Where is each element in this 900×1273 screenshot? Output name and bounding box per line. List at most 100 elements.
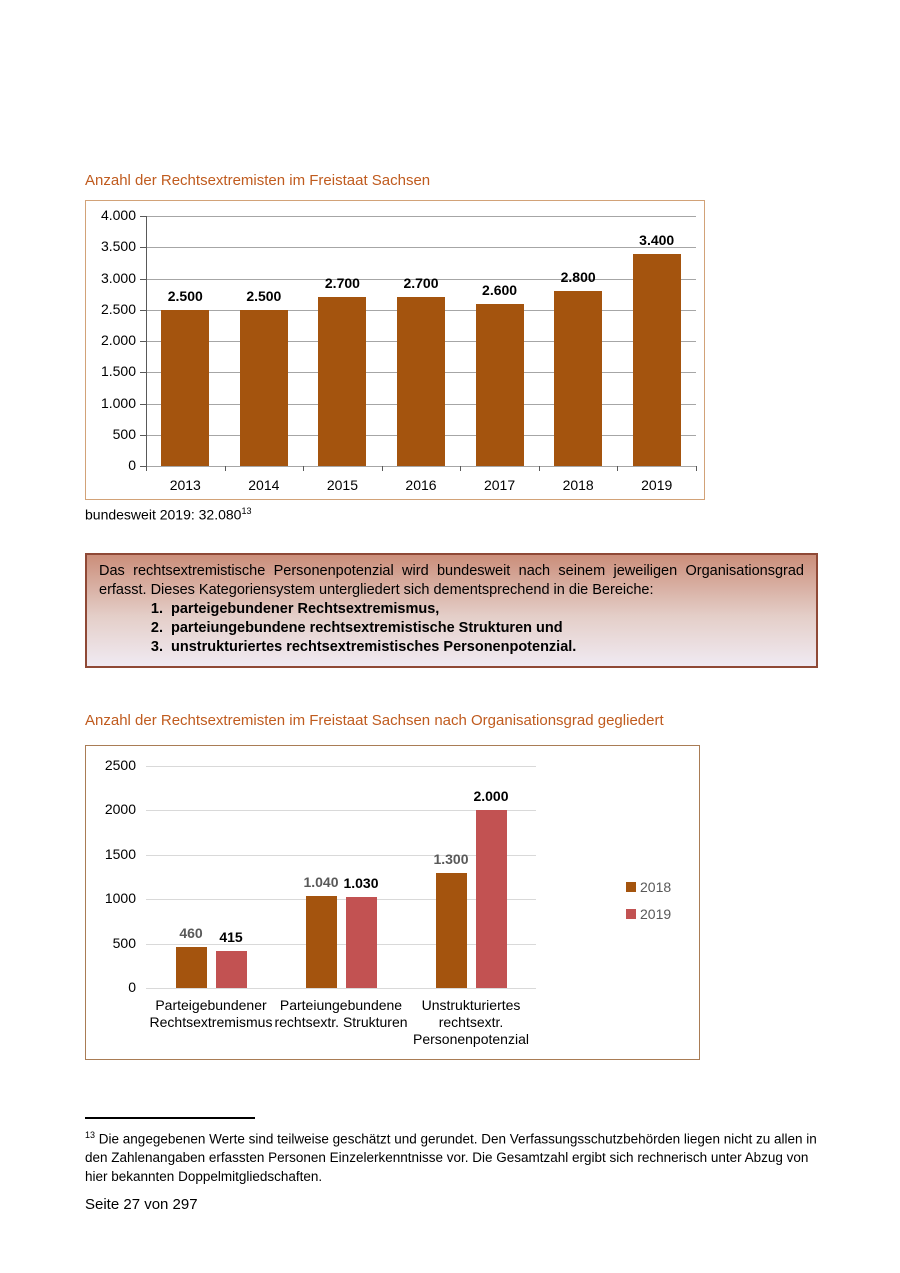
x-tick-label: 2014 xyxy=(248,477,280,493)
bar-2015 xyxy=(318,297,367,466)
x-axis-tick xyxy=(224,466,226,471)
x-axis-tick xyxy=(696,466,697,471)
y-tick-label: 1.000 xyxy=(100,394,136,411)
info-box-list-item: unstrukturiertes rechtsextremistisches P… xyxy=(167,638,804,657)
bar-2013 xyxy=(161,309,210,466)
bar-2018 xyxy=(435,872,467,988)
y-tick-label: 0 xyxy=(128,457,136,473)
gridline xyxy=(146,899,536,901)
y-tick-label: 2500 xyxy=(104,757,136,773)
legend-label-2018: 2018 xyxy=(640,879,672,895)
y-tick-label: 0 xyxy=(128,979,136,995)
chart1-note: bundesweit 2019: 32.08013 xyxy=(85,506,251,523)
y-tick-label: 2.500 xyxy=(100,300,136,317)
footnote-separator xyxy=(85,1117,255,1119)
y-axis-tick xyxy=(140,247,146,249)
bar-2016 xyxy=(397,297,445,466)
gridline xyxy=(146,278,696,280)
gridline xyxy=(146,943,536,945)
bar-value-label: 2.800 xyxy=(560,269,596,285)
x-category-label: Unstrukturiertes rechtsextr. Personenpot… xyxy=(413,997,529,1047)
y-axis-tick xyxy=(140,403,146,405)
y-tick-label: 500 xyxy=(112,425,136,442)
y-axis-line xyxy=(146,216,147,471)
x-tick-label: 2015 xyxy=(326,477,358,493)
bar-2019 xyxy=(345,896,377,988)
bar-2019 xyxy=(215,951,247,988)
gridline xyxy=(146,247,696,249)
bar-value-label: 3.400 xyxy=(639,231,675,248)
bar-value-label: 2.700 xyxy=(324,275,360,292)
info-box: Das rechtsextremistische Personenpotenzi… xyxy=(85,553,818,668)
bar-2019 xyxy=(632,253,681,466)
y-axis-tick xyxy=(140,341,146,342)
gridline xyxy=(146,216,696,217)
bar-value-label: 1.030 xyxy=(343,874,379,891)
bar-2018 xyxy=(305,895,337,988)
note-text: bundesweit 2019: 32.080 xyxy=(85,506,242,523)
info-box-paragraph: Das rechtsextremistische Personenpotenzi… xyxy=(99,563,804,598)
info-box-list-item: parteigebundener Rechtsextremismus, xyxy=(167,600,804,619)
y-tick-label: 2.000 xyxy=(100,332,136,348)
gridline xyxy=(146,988,536,989)
info-box-list-item: parteiungebundene rechtsextremistische S… xyxy=(167,619,804,638)
x-tick-label: 2019 xyxy=(641,477,673,493)
bar-2018 xyxy=(554,291,603,466)
y-tick-label: 1500 xyxy=(104,845,136,862)
legend-swatch-2019 xyxy=(626,909,636,919)
bar-value-label: 415 xyxy=(219,929,243,946)
footnote-text: Die angegebenen Werte sind teilweise ges… xyxy=(85,1131,817,1184)
bar-value-label: 2.000 xyxy=(473,788,509,805)
gridline xyxy=(146,466,696,467)
x-category-label: Parteigebundener Rechtsextremismus xyxy=(149,997,273,1030)
x-axis-tick xyxy=(538,466,540,471)
bar-2014 xyxy=(239,309,288,466)
bar-2019 xyxy=(475,810,507,988)
y-tick-label: 1.500 xyxy=(100,363,136,380)
x-tick-label: 2016 xyxy=(405,477,437,493)
bar-2017 xyxy=(475,303,524,466)
y-tick-label: 3.500 xyxy=(100,238,136,255)
y-tick-label: 1000 xyxy=(104,890,136,907)
chart2: 0 500 1000 1500 2000 2500 460 1.040 1.300 415 1.03… xyxy=(85,745,700,1060)
y-tick-label: 4.000 xyxy=(100,207,136,223)
x-axis-tick xyxy=(146,466,147,471)
y-axis-tick xyxy=(140,216,146,217)
chart2-heading: Anzahl der Rechtsextremisten im Freistaa… xyxy=(85,712,664,729)
y-axis-tick xyxy=(140,434,146,436)
gridline xyxy=(146,766,536,767)
y-tick-label: 3.000 xyxy=(100,269,136,286)
legend-swatch-2018 xyxy=(626,882,636,892)
legend-label-2019: 2019 xyxy=(640,906,672,922)
bar-value-label: 2.500 xyxy=(167,287,203,304)
gridline xyxy=(146,854,536,856)
x-axis-tick xyxy=(381,466,383,471)
bar-value-label: 1.300 xyxy=(433,850,469,867)
footnote-marker: 13 xyxy=(85,1130,96,1140)
bar-value-label: 460 xyxy=(179,925,203,942)
bar-value-label: 1.040 xyxy=(303,873,339,890)
info-box-list: parteigebundener Rechtsextremismus, part… xyxy=(167,600,804,657)
y-tick-label: 2000 xyxy=(104,801,136,818)
x-tick-label: 2018 xyxy=(562,477,594,493)
footnote-reference: 13 xyxy=(241,506,252,516)
x-axis-tick xyxy=(303,466,305,471)
chart1-heading: Anzahl der Rechtsextremisten im Freistaa… xyxy=(85,172,431,189)
y-axis-tick xyxy=(140,278,146,280)
page-number: Seite 27 von 297 xyxy=(85,1196,198,1213)
bar-value-label: 2.500 xyxy=(246,287,282,304)
bar-value-label: 2.600 xyxy=(482,281,518,298)
bar-value-label: 2.700 xyxy=(403,275,439,292)
x-category-label: Parteiungebundene rechtsextr. Strukturen xyxy=(274,997,408,1030)
y-axis-tick xyxy=(140,372,146,374)
x-axis-tick xyxy=(617,466,619,471)
y-axis-tick xyxy=(140,309,146,311)
y-axis-tick xyxy=(140,466,146,467)
x-tick-label: 2017 xyxy=(483,477,516,493)
x-axis-tick xyxy=(460,466,462,471)
footnote: 13 Die angegebenen Werte sind teilweise … xyxy=(85,1126,822,1186)
y-tick-label: 500 xyxy=(112,934,136,951)
bar-2018 xyxy=(175,947,207,988)
gridline xyxy=(146,810,536,812)
chart1: 0 500 1.000 1.500 2.000 2.500 3.000 3.500 4.000 2… xyxy=(85,200,705,500)
